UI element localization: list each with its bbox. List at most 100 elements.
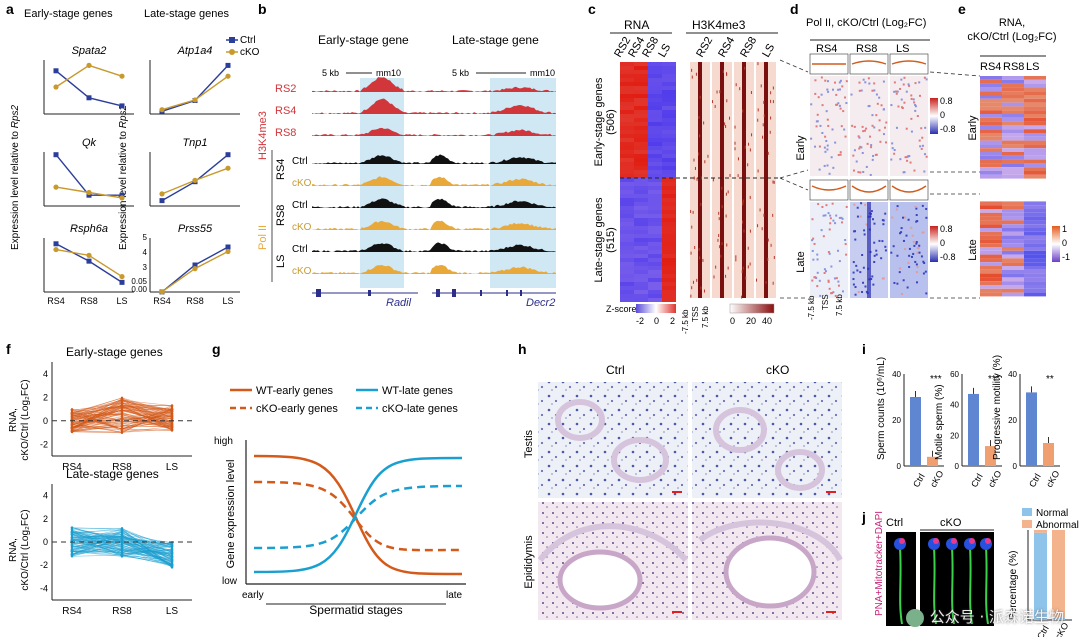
c-h3-noise bbox=[770, 116, 772, 120]
c-h3-noise bbox=[750, 90, 752, 94]
watermark: 公众号 · 派森诺生物 bbox=[905, 606, 1064, 627]
d-heat-cell bbox=[822, 235, 825, 238]
d-heat-cell bbox=[910, 97, 913, 100]
e-heat-cell bbox=[1002, 281, 1024, 285]
i-ytick: 40 bbox=[950, 401, 959, 410]
d-heat-cell bbox=[870, 146, 873, 149]
f-gene-point bbox=[170, 542, 174, 546]
c-h3-noise bbox=[765, 280, 767, 284]
svg-text:Abnormal: Abnormal bbox=[1036, 520, 1079, 531]
d-heat-cell bbox=[839, 153, 842, 156]
c-h3-noise bbox=[763, 213, 765, 217]
e-heat-cell bbox=[1002, 224, 1024, 228]
d-heat-cell bbox=[852, 261, 855, 264]
c-rna-cell bbox=[620, 298, 634, 302]
d-heat-cell bbox=[824, 135, 827, 138]
watermark-logo-icon bbox=[905, 608, 924, 627]
d-heat-cell bbox=[862, 266, 865, 269]
f-xtick: LS bbox=[166, 462, 179, 473]
d-heat-cell bbox=[823, 271, 826, 274]
d-heat-cell bbox=[882, 133, 885, 136]
j-col-ctrl: Ctrl bbox=[886, 517, 903, 529]
c-rna-cell bbox=[620, 182, 634, 186]
b-track-rs8: RS8 bbox=[275, 127, 296, 139]
c-h3-noise bbox=[772, 281, 774, 285]
svg-text:2: 2 bbox=[670, 316, 675, 326]
c-h3-noise bbox=[770, 91, 772, 95]
c-h3-noise bbox=[703, 289, 705, 293]
svg-text:-2: -2 bbox=[636, 316, 644, 326]
d-heat-cell bbox=[861, 151, 864, 154]
d-heat-cell bbox=[827, 251, 830, 254]
c-rna-cell bbox=[648, 94, 662, 98]
c-rna-cell bbox=[620, 274, 634, 278]
e-heat-cell bbox=[1024, 174, 1046, 179]
b-group-rs4: RS4 bbox=[275, 159, 287, 180]
e-heat-cell bbox=[1024, 167, 1046, 171]
c-rna-cell bbox=[634, 286, 648, 290]
c-h3-col-rs2: RS2 bbox=[694, 35, 715, 60]
c-h3-noise bbox=[739, 87, 741, 91]
c-rna-cell bbox=[634, 142, 648, 146]
e-heat-cell bbox=[1024, 235, 1046, 240]
a-point-cko bbox=[192, 97, 198, 103]
d-heat-cell bbox=[874, 153, 877, 156]
e-heat-cell bbox=[1002, 98, 1024, 103]
c-rna-cell bbox=[662, 74, 676, 78]
d-heat-cell bbox=[865, 290, 868, 293]
c-rna-cell bbox=[620, 266, 634, 270]
c-h3-tss-signal bbox=[742, 62, 746, 298]
e-heat-cell bbox=[1002, 266, 1024, 270]
c-rna-cell bbox=[648, 154, 662, 158]
d-heat-cell bbox=[906, 159, 909, 162]
d-heat-cell bbox=[852, 278, 855, 281]
d-heat-cell bbox=[841, 85, 844, 88]
c-rna-cell bbox=[648, 78, 662, 82]
svg-text:0.8: 0.8 bbox=[940, 96, 953, 106]
d-heat-cell bbox=[857, 135, 860, 138]
d-profile-early bbox=[891, 60, 927, 65]
d-heat-cell bbox=[924, 126, 927, 129]
f-ytick: 0 bbox=[43, 416, 48, 426]
e-heat-cell bbox=[1002, 163, 1024, 168]
c-h3-noise bbox=[692, 210, 694, 214]
c-rna-cell bbox=[662, 274, 676, 278]
c-h3-noise bbox=[727, 266, 729, 270]
h-col-ctrl: Ctrl bbox=[606, 363, 625, 377]
a-point-cko bbox=[159, 191, 165, 197]
c-h3-noise bbox=[744, 145, 746, 149]
c-rna-cell bbox=[620, 154, 634, 158]
c-h3-noise bbox=[769, 130, 771, 134]
f-gene-point bbox=[70, 533, 74, 536]
a-point-cko bbox=[225, 248, 231, 255]
j-bar-abnormal-cko bbox=[1052, 530, 1065, 618]
d-heat-cell bbox=[822, 214, 825, 217]
c-h3-noise bbox=[762, 123, 764, 127]
c-h3-noise bbox=[756, 278, 758, 282]
e-heat-cell bbox=[1024, 228, 1046, 232]
d-heat-cell bbox=[910, 255, 913, 258]
c-rna-cell bbox=[634, 210, 648, 214]
c-rna-cell bbox=[620, 250, 634, 254]
d-heat-cell bbox=[868, 82, 871, 85]
g-xlabel: Spermatid stages bbox=[309, 603, 402, 617]
d-heat-cell bbox=[873, 222, 876, 225]
c-h3-noise bbox=[727, 190, 729, 194]
d-heat-cell bbox=[907, 155, 910, 158]
d-heat-cell bbox=[923, 170, 926, 173]
panel-letter-c: c bbox=[588, 1, 596, 17]
d-heat-cell bbox=[811, 218, 814, 221]
d-profile-box bbox=[889, 53, 929, 75]
d-heat-cell bbox=[899, 232, 902, 235]
d-heat-cell bbox=[828, 252, 831, 255]
c-rna-cell bbox=[648, 246, 662, 250]
d-profile-late bbox=[811, 185, 847, 191]
d-heat-cell bbox=[826, 80, 829, 83]
svg-text:7.5 kb: 7.5 kb bbox=[835, 294, 844, 316]
c-h3-noise bbox=[757, 108, 759, 112]
f-gene-point bbox=[120, 415, 124, 418]
c-rna-cell bbox=[620, 126, 634, 130]
c-rna-cell bbox=[648, 282, 662, 286]
e-heat-cell bbox=[1002, 167, 1024, 171]
e-heat-cell bbox=[1002, 239, 1024, 244]
